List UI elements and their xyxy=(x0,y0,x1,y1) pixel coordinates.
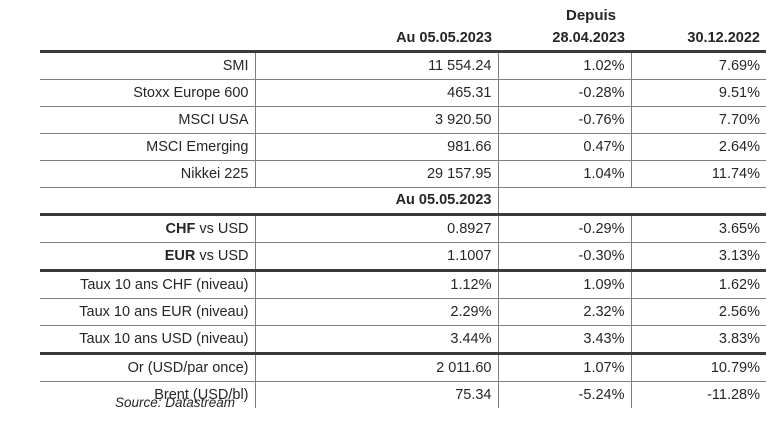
row-week-change: -0.28% xyxy=(498,79,632,107)
header-week-date: 28.04.2023 xyxy=(498,28,631,53)
row-label: SMI xyxy=(40,51,256,80)
market-performance-table: Au 05.05.2023 28.04.2023 30.12.2022 SMI … xyxy=(40,28,766,408)
row-week-change: -0.76% xyxy=(498,106,632,134)
table-row: CHF vs USD 0.8927 -0.29% 3.65% xyxy=(40,214,766,243)
fx-subheader-row: Au 05.05.2023 xyxy=(40,187,766,216)
row-label: MSCI USA xyxy=(40,106,256,134)
row-label: Taux 10 ans CHF (niveau) xyxy=(40,270,256,299)
header-label-cell xyxy=(40,28,255,53)
subheader-ytd-cell xyxy=(631,187,766,216)
row-label: Brent (USD/bl) xyxy=(40,381,256,408)
row-value: 2 011.60 xyxy=(255,353,499,382)
row-ytd-change: 7.70% xyxy=(631,106,766,134)
header-current-date: Au 05.05.2023 xyxy=(255,28,498,53)
row-label: MSCI Emerging xyxy=(40,133,256,161)
row-label: CHF vs USD xyxy=(40,214,256,243)
row-week-change: 3.43% xyxy=(498,325,632,355)
row-value: 981.66 xyxy=(255,133,499,161)
currency-code: CHF xyxy=(165,221,196,237)
subheader-current-date: Au 05.05.2023 xyxy=(255,187,499,216)
row-value: 1.1007 xyxy=(255,242,499,272)
table-row: Taux 10 ans EUR (niveau) 2.29% 2.32% 2.5… xyxy=(40,298,766,326)
row-ytd-change: 3.13% xyxy=(631,242,766,272)
table-row: EUR vs USD 1.1007 -0.30% 3.13% xyxy=(40,242,766,272)
subheader-week-cell xyxy=(498,187,631,216)
table-row: Taux 10 ans USD (niveau) 3.44% 3.43% 3.8… xyxy=(40,325,766,355)
row-ytd-change: 7.69% xyxy=(631,51,766,80)
table-header-row: Au 05.05.2023 28.04.2023 30.12.2022 xyxy=(40,28,766,53)
row-value: 75.34 xyxy=(255,381,499,408)
row-ytd-change: -11.28% xyxy=(707,387,760,403)
row-week-change: 1.09% xyxy=(498,270,632,299)
row-label: Taux 10 ans USD (niveau) xyxy=(40,325,256,355)
row-ytd-change: 3.65% xyxy=(631,214,766,243)
row-value: 465.31 xyxy=(255,79,499,107)
row-week-change: 2.32% xyxy=(498,298,632,326)
row-week-change: 1.02% xyxy=(498,51,632,80)
depuis-label: Depuis xyxy=(566,7,617,24)
source-note: Source: Datastream xyxy=(115,395,236,410)
row-ytd-change: 3.83% xyxy=(631,325,766,355)
row-label: Or (USD/par once) xyxy=(40,353,256,382)
row-ytd-change: 11.74% xyxy=(631,160,766,188)
row-ytd-change: 10.79% xyxy=(631,353,766,382)
table-row: MSCI USA 3 920.50 -0.76% 7.70% xyxy=(40,106,766,134)
row-ytd-change: 2.56% xyxy=(631,298,766,326)
row-week-change: 0.47% xyxy=(498,133,632,161)
currency-pair-rest: vs USD xyxy=(195,221,249,237)
subheader-label-cell xyxy=(40,187,255,216)
header-ytd-date: 30.12.2022 xyxy=(631,28,766,53)
row-week-change: -0.30% xyxy=(498,242,632,272)
row-label: Taux 10 ans EUR (niveau) xyxy=(40,298,256,326)
row-value: 11 554.24 xyxy=(255,51,499,80)
table-row: Taux 10 ans CHF (niveau) 1.12% 1.09% 1.6… xyxy=(40,270,766,299)
table-row: Or (USD/par once) 2 011.60 1.07% 10.79% xyxy=(40,353,766,382)
row-week-change: 1.07% xyxy=(498,353,632,382)
row-label: Nikkei 225 xyxy=(40,160,256,188)
currency-code: EUR xyxy=(164,248,196,264)
table-row: Stoxx Europe 600 465.31 -0.28% 9.51% xyxy=(40,79,766,107)
table-row: Nikkei 225 29 157.95 1.04% 11.74% xyxy=(40,160,766,188)
row-label: EUR vs USD xyxy=(40,242,256,272)
row-value: 29 157.95 xyxy=(255,160,499,188)
row-value: 0.8927 xyxy=(255,214,499,243)
row-week-change: 1.04% xyxy=(498,160,632,188)
currency-pair-rest: vs USD xyxy=(195,248,249,264)
row-value: 1.12% xyxy=(255,270,499,299)
row-label: Stoxx Europe 600 xyxy=(40,79,256,107)
row-value: 3.44% xyxy=(255,325,499,355)
row-week-change: -5.24% xyxy=(498,381,632,408)
row-ytd-change: 2.64% xyxy=(631,133,766,161)
table-row: MSCI Emerging 981.66 0.47% 2.64% xyxy=(40,133,766,161)
row-ytd-change: 1.62% xyxy=(631,270,766,299)
row-week-change: -0.29% xyxy=(498,214,632,243)
table-row: Brent (USD/bl) 75.34 -5.24% -11.28% xyxy=(40,381,766,408)
table-row: SMI 11 554.24 1.02% 7.69% xyxy=(40,51,766,80)
row-value: 2.29% xyxy=(255,298,499,326)
row-ytd-change: 9.51% xyxy=(631,79,766,107)
row-value: 3 920.50 xyxy=(255,106,499,134)
